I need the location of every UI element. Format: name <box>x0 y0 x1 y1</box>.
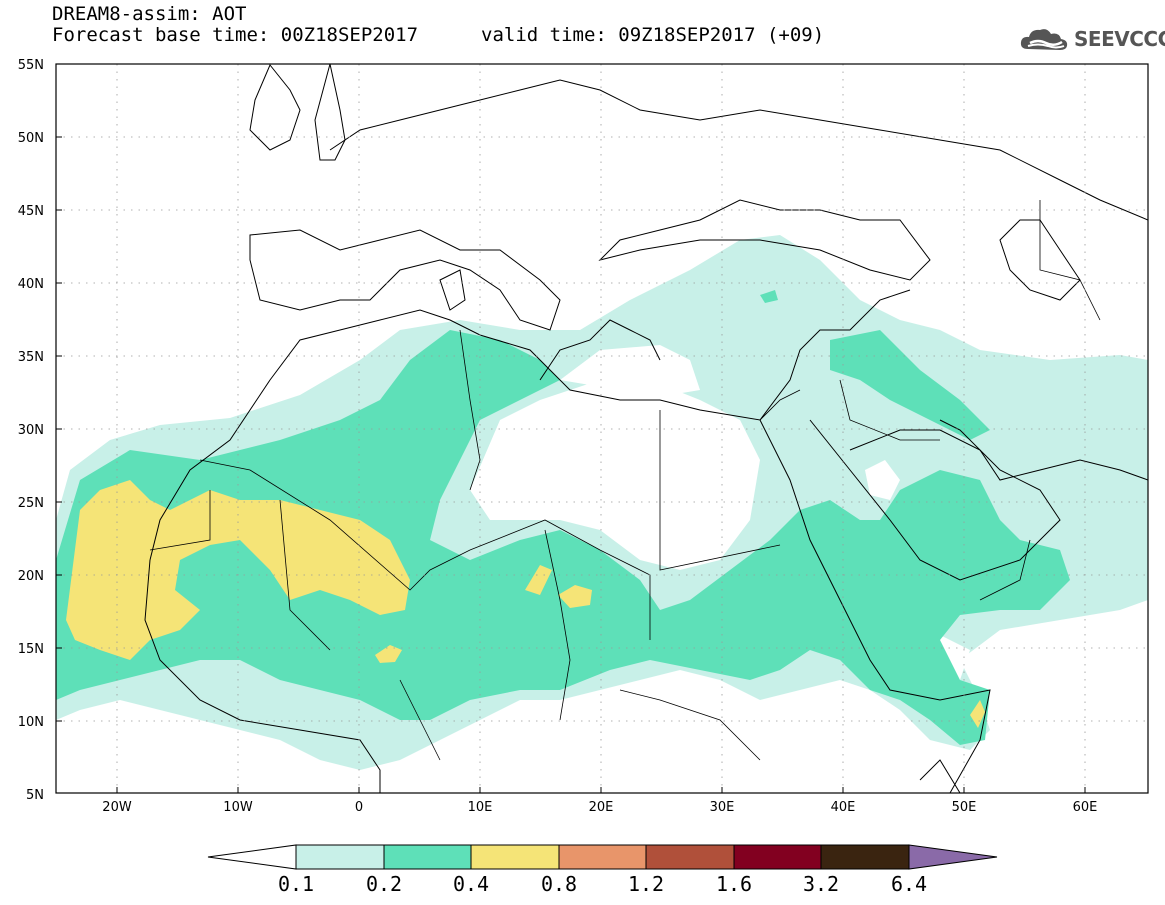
lon-tick-label: 30E <box>710 800 735 815</box>
aot-contour-0.4-chad <box>525 565 552 595</box>
lat-tick-label: 35N <box>18 350 44 365</box>
colorbar-swatch <box>733 844 822 870</box>
aot-contour-0.4-niger <box>375 645 402 663</box>
colorbar-swatch <box>645 844 735 870</box>
colorbar-arrow-high <box>908 844 998 870</box>
aot-contour-0.2 <box>56 330 1070 745</box>
lat-tick-label: 45N <box>18 204 44 219</box>
lat-tick-label: 25N <box>18 496 44 511</box>
tick-marks <box>56 136 1086 793</box>
lat-tick-labels: 55N 50N 45N 40N 35N 30N 25N 20N 15N 10N … <box>18 58 44 803</box>
aot-contour-0.4-libya <box>558 585 592 608</box>
lon-tick-label: 20W <box>102 800 132 815</box>
colorbar-label: 0.8 <box>540 872 578 896</box>
colorbar-label: 6.4 <box>890 872 928 896</box>
colorbar-swatch <box>383 844 472 870</box>
lon-tick-label: 60E <box>1073 800 1098 815</box>
seevccc-logo: SEEVCCC <box>1018 24 1165 54</box>
colorbar-label: 0.1 <box>277 872 315 896</box>
aot-contour-0.2-iraq <box>830 330 990 440</box>
colorbar-label: 1.2 <box>627 872 665 896</box>
lat-tick-label: 5N <box>26 788 44 803</box>
colorbar-arrow-low <box>207 844 297 870</box>
lat-tick-label: 10N <box>18 715 44 730</box>
lat-tick-label: 15N <box>18 642 44 657</box>
aot-shading <box>56 235 1148 770</box>
colorbar <box>207 844 998 870</box>
aot-contour-0.2-aegean <box>760 290 778 303</box>
lat-tick-label: 50N <box>18 131 44 146</box>
cloud-icon <box>1020 29 1068 50</box>
lon-tick-label: 10E <box>468 800 493 815</box>
grid-lines <box>56 64 1148 793</box>
aot-gap-sahara <box>470 380 760 570</box>
country-borders <box>149 200 1101 761</box>
colorbar-swatch <box>470 844 560 870</box>
aot-contour-0.4-somalia <box>970 700 985 728</box>
lon-tick-label: 40E <box>831 800 856 815</box>
lon-tick-labels: 20W 10W 0 10E 20E 30E 40E 50E 60E <box>102 800 1097 815</box>
colorbar-swatch <box>558 844 647 870</box>
lat-tick-label: 40N <box>18 277 44 292</box>
colorbar-label: 1.6 <box>715 872 753 896</box>
colorbar-swatch <box>295 844 385 870</box>
lon-tick-label: 10W <box>223 800 253 815</box>
forecast-base-time: Forecast base time: 00Z18SEP2017 <box>52 24 419 46</box>
aot-gap-arabia <box>865 460 900 500</box>
valid-time: valid time: 09Z18SEP2017 (+09) <box>481 24 825 46</box>
map-title: DREAM8-assim: AOT <box>52 3 247 25</box>
lon-tick-label: 0 <box>355 800 363 815</box>
logo-text: SEEVCCC <box>1074 27 1165 51</box>
lon-tick-label: 20E <box>589 800 614 815</box>
colorbar-label: 0.4 <box>452 872 490 896</box>
coastlines <box>144 64 1148 793</box>
colorbar-label: 3.2 <box>802 872 840 896</box>
colorbar-swatch <box>820 844 910 870</box>
lat-tick-label: 30N <box>18 423 44 438</box>
aot-contour-0.4 <box>66 480 410 660</box>
colorbar-label: 0.2 <box>365 872 403 896</box>
lat-tick-label: 55N <box>18 58 44 73</box>
lon-tick-label: 50E <box>952 800 977 815</box>
aot-gap-mediterranean <box>560 345 700 395</box>
lat-tick-label: 20N <box>18 569 44 584</box>
